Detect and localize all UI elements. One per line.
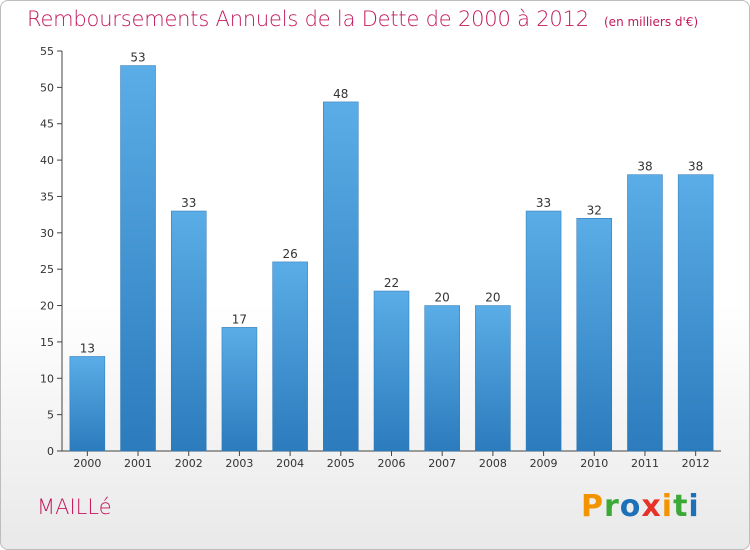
title-main: Remboursements Annuels de la Dette de 20… [27, 7, 589, 31]
bar [677, 174, 714, 452]
bar [221, 327, 258, 452]
y-tick-label: 30 [40, 227, 54, 240]
bar [323, 101, 359, 452]
bar [627, 174, 663, 452]
chart-title: Remboursements Annuels de la Dette de 20… [27, 7, 698, 31]
logo-letter: x [641, 489, 662, 524]
logo-letter: r [604, 489, 620, 524]
x-tick-label: 2007 [428, 457, 456, 470]
y-tick-label: 50 [40, 81, 54, 94]
data-label: 53 [130, 51, 145, 65]
y-tick-label: 5 [47, 409, 54, 422]
data-label: 38 [637, 160, 652, 174]
bar [373, 290, 410, 452]
x-tick-label: 2005 [327, 457, 355, 470]
x-tick-label: 2008 [479, 457, 507, 470]
data-label: 20 [435, 291, 450, 305]
data-label: 22 [384, 276, 399, 290]
y-tick-label: 35 [40, 190, 54, 203]
logo-letter: t [673, 489, 689, 524]
bars [69, 65, 714, 452]
logo-letter: o [619, 489, 642, 524]
proxiti-logo: Proxiti [581, 489, 700, 524]
y-tick-label: 10 [40, 372, 54, 385]
data-label: 13 [80, 341, 95, 355]
y-tick-label: 55 [40, 45, 54, 58]
x-tick-label: 2002 [175, 457, 203, 470]
y-tick-label: 0 [47, 445, 54, 458]
x-tick-label: 2009 [530, 457, 558, 470]
data-label: 20 [485, 291, 500, 305]
logo-letter: i [661, 489, 674, 524]
bar [272, 261, 308, 452]
y-tick-label: 25 [40, 263, 54, 276]
x-tick-label: 2012 [682, 457, 710, 470]
bar [576, 218, 613, 452]
data-label: 48 [333, 87, 348, 101]
x-tick-label: 2011 [631, 457, 659, 470]
place-name: MAILLé [37, 495, 112, 519]
labels: 13 53 33 17 26 48 22 20 20 33 32 38 38 [80, 51, 704, 356]
y-tick-label: 15 [40, 336, 54, 349]
data-label: 33 [181, 196, 196, 210]
y-tick-label: 20 [40, 300, 54, 313]
axes: 0 5 10 15 20 25 30 35 40 45 50 55 2000 2001 2002 2003 20… [40, 45, 721, 470]
bar [69, 356, 106, 452]
title-unit: (en milliers d'€) [604, 15, 699, 29]
data-label: 17 [232, 312, 247, 326]
x-tick-label: 2003 [225, 457, 253, 470]
logo-letter: P [581, 489, 604, 524]
data-label: 32 [587, 203, 602, 217]
bar [424, 305, 460, 452]
x-tick-label: 2001 [124, 457, 152, 470]
bar [475, 305, 511, 452]
x-tick-label: 2010 [580, 457, 608, 470]
x-tick-label: 2000 [73, 457, 101, 470]
data-label: 33 [536, 196, 551, 210]
y-tick-label: 40 [40, 154, 54, 167]
data-label: 38 [688, 160, 703, 174]
bar [525, 210, 562, 452]
logo-letter: i [688, 489, 700, 524]
data-label: 26 [282, 247, 297, 261]
y-tick-label: 45 [40, 118, 54, 131]
x-tick-label: 2004 [276, 457, 304, 470]
x-tick-label: 2006 [378, 457, 406, 470]
bar [170, 210, 207, 452]
bar [120, 65, 156, 452]
